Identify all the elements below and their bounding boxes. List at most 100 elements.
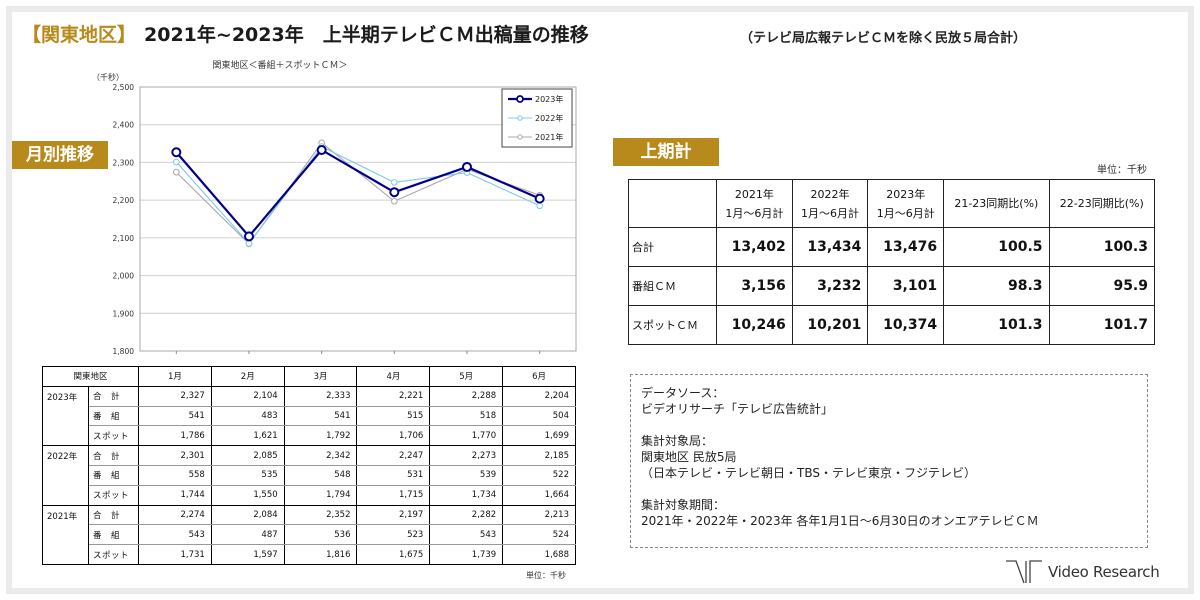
table-row: スポットＣＭ 10,246 10,201 10,374 101.3 101.7 bbox=[628, 305, 1156, 345]
table-cell: 13,434 bbox=[791, 227, 869, 267]
table-cell: 504 bbox=[502, 406, 576, 427]
y-axis-label: （千秒） bbox=[92, 72, 124, 82]
table-cell: 2,204 bbox=[502, 386, 576, 407]
legend-label: 2022年 bbox=[535, 113, 563, 123]
table-row: 番 組 541 483 541 515 518 504 bbox=[43, 406, 576, 427]
table-cell: 2,197 bbox=[356, 505, 431, 526]
table-cell: 1,816 bbox=[283, 544, 358, 565]
title-region: 【関東地区】 bbox=[22, 24, 137, 46]
row-label: 合 計 bbox=[88, 505, 139, 526]
legend-swatch-marker bbox=[516, 95, 524, 103]
data-source-box: データソース： ビデオリサーチ「テレビ広告統計」 集計対象局： 関東地区 民放5局 （日… bbox=[630, 374, 1148, 548]
half-year-total-label: 上期計 bbox=[613, 138, 719, 166]
data-point bbox=[391, 197, 398, 205]
source-line: ビデオリサーチ「テレビ広告統計」 bbox=[641, 402, 834, 416]
table-cell: 543 bbox=[429, 524, 504, 546]
table-cell: 541 bbox=[138, 406, 212, 427]
y-tick-label: 2,200 bbox=[113, 196, 135, 205]
table-cell: 95.9 bbox=[1048, 266, 1156, 306]
page-title: 【関東地区】 2021年~2023年 上半期テレビＣＭ出稿量の推移 bbox=[22, 20, 589, 47]
month-header: 6月 bbox=[502, 366, 576, 387]
table-cell: 10,246 bbox=[716, 305, 793, 345]
year-cell: 2023年 bbox=[42, 385, 89, 447]
table-cell: 548 bbox=[283, 465, 358, 486]
row-label: スポット bbox=[88, 425, 139, 447]
table-row: 番組ＣＭ 3,156 3,232 3,101 98.3 95.9 bbox=[628, 266, 1156, 306]
table-row: 2022年合 計 2,301 2,085 2,342 2,247 2,273 2,185 bbox=[42, 445, 576, 506]
year-cell: 2022年 bbox=[42, 445, 89, 506]
table-cell: 515 bbox=[356, 406, 431, 427]
table-cell: 536 bbox=[283, 524, 358, 546]
source-line: （日本テレビ・テレビ朝日・TBS・テレビ東京・フジテレビ） bbox=[641, 466, 976, 480]
data-point bbox=[391, 179, 398, 186]
table-row: 番 組 543 487 536 523 543 524 bbox=[43, 524, 576, 546]
data-point bbox=[245, 240, 253, 247]
data-point bbox=[173, 168, 180, 176]
half-table-col-header: 2023年 1月～6月計 bbox=[867, 179, 945, 228]
row-label: スポットＣＭ bbox=[628, 305, 717, 345]
row-label: 番組ＣＭ bbox=[628, 266, 717, 306]
table-cell: 13,402 bbox=[716, 227, 793, 267]
month-header: 5月 bbox=[429, 366, 504, 387]
table-cell: 518 bbox=[429, 406, 504, 427]
table-cell: 98.3 bbox=[943, 266, 1050, 306]
table-cell: 2,247 bbox=[356, 445, 431, 466]
table-cell: 558 bbox=[138, 465, 212, 486]
table-cell: 541 bbox=[283, 406, 358, 427]
logo-text: Video Research bbox=[1048, 563, 1160, 581]
table-cell: 2,282 bbox=[429, 505, 504, 526]
half-table-col-header: 21-23同期比(%) bbox=[943, 179, 1050, 228]
half-table-corner bbox=[628, 179, 717, 228]
data-point bbox=[536, 202, 543, 210]
table-cell: 2,274 bbox=[138, 505, 212, 526]
table-cell: 1,734 bbox=[429, 485, 504, 506]
table-cell: 1,744 bbox=[138, 485, 212, 506]
table-cell: 1,794 bbox=[283, 485, 358, 506]
table-cell: 523 bbox=[356, 524, 431, 546]
table-cell: 1,550 bbox=[210, 485, 285, 506]
monthly-table-header: 関東地区 1月 2月 3月 4月 5月 6月 bbox=[42, 366, 576, 387]
table-cell: 3,232 bbox=[791, 266, 869, 306]
table-cell: 1,792 bbox=[283, 425, 358, 447]
table-cell: 1,621 bbox=[210, 425, 285, 447]
source-spacer bbox=[641, 481, 1147, 497]
table-cell: 2,213 bbox=[502, 505, 576, 526]
legend-swatch-marker bbox=[517, 134, 523, 140]
y-tick-label: 1,900 bbox=[113, 309, 135, 318]
monthly-trend-label: 月別推移 bbox=[12, 141, 108, 169]
table-cell: 487 bbox=[210, 524, 285, 546]
table-cell: 2,221 bbox=[356, 386, 431, 407]
row-label: 合計 bbox=[628, 227, 717, 267]
row-label: 合 計 bbox=[88, 445, 139, 466]
table-cell: 1,715 bbox=[356, 485, 431, 506]
table-cell: 483 bbox=[210, 406, 285, 427]
table-row: 2021年合 計 2,274 2,084 2,352 2,197 2,282 2,213 bbox=[42, 504, 576, 565]
data-point bbox=[171, 147, 182, 158]
monthly-table: 関東地区 1月 2月 3月 4月 5月 6月 2023年合 計 2,327 2,104 2,333 2… bbox=[42, 366, 576, 565]
table-row: スポット 1,786 1,621 1,792 1,706 1,770 1,699 bbox=[43, 425, 576, 447]
y-tick-label: 2,400 bbox=[113, 121, 135, 130]
video-research-logo: Video Research bbox=[1004, 557, 1160, 587]
table-cell: 2,342 bbox=[283, 445, 358, 466]
table-cell: 1,699 bbox=[502, 425, 576, 447]
table-cell: 1,739 bbox=[429, 544, 504, 565]
table-cell: 2,301 bbox=[138, 445, 212, 466]
table-cell: 1,731 bbox=[138, 544, 212, 565]
y-tick-label: 2,500 bbox=[113, 83, 135, 92]
video-research-logo-mark bbox=[1006, 560, 1042, 584]
row-label: スポット bbox=[88, 485, 139, 506]
source-line: 集計対象期間： bbox=[641, 498, 726, 512]
table-cell: 10,201 bbox=[791, 305, 869, 345]
table-cell: 100.3 bbox=[1048, 227, 1156, 267]
row-label: 番 組 bbox=[88, 465, 139, 486]
half-year-table: 2021年 1月～6月計 2022年 1月～6月計 2023年 1月～6月計 21-23同期… bbox=[628, 179, 1156, 345]
table-cell: 2,288 bbox=[429, 386, 504, 407]
chart-title: 関東地区＜番組＋スポットＣＭ＞ bbox=[212, 59, 347, 71]
data-point bbox=[389, 187, 400, 198]
monthly-line-chart: 関東地区＜番組＋スポットＣＭ＞ （千秒） 1,800 1,900 2,000 2,100 2… bbox=[92, 59, 577, 356]
table-corner: 関東地区 bbox=[42, 366, 139, 387]
y-tick-label: 2,300 bbox=[113, 158, 135, 167]
table-cell: 1,664 bbox=[502, 485, 576, 506]
row-label: 合 計 bbox=[88, 386, 139, 407]
half-table-col-header: 2021年 1月～6月計 bbox=[716, 179, 793, 228]
